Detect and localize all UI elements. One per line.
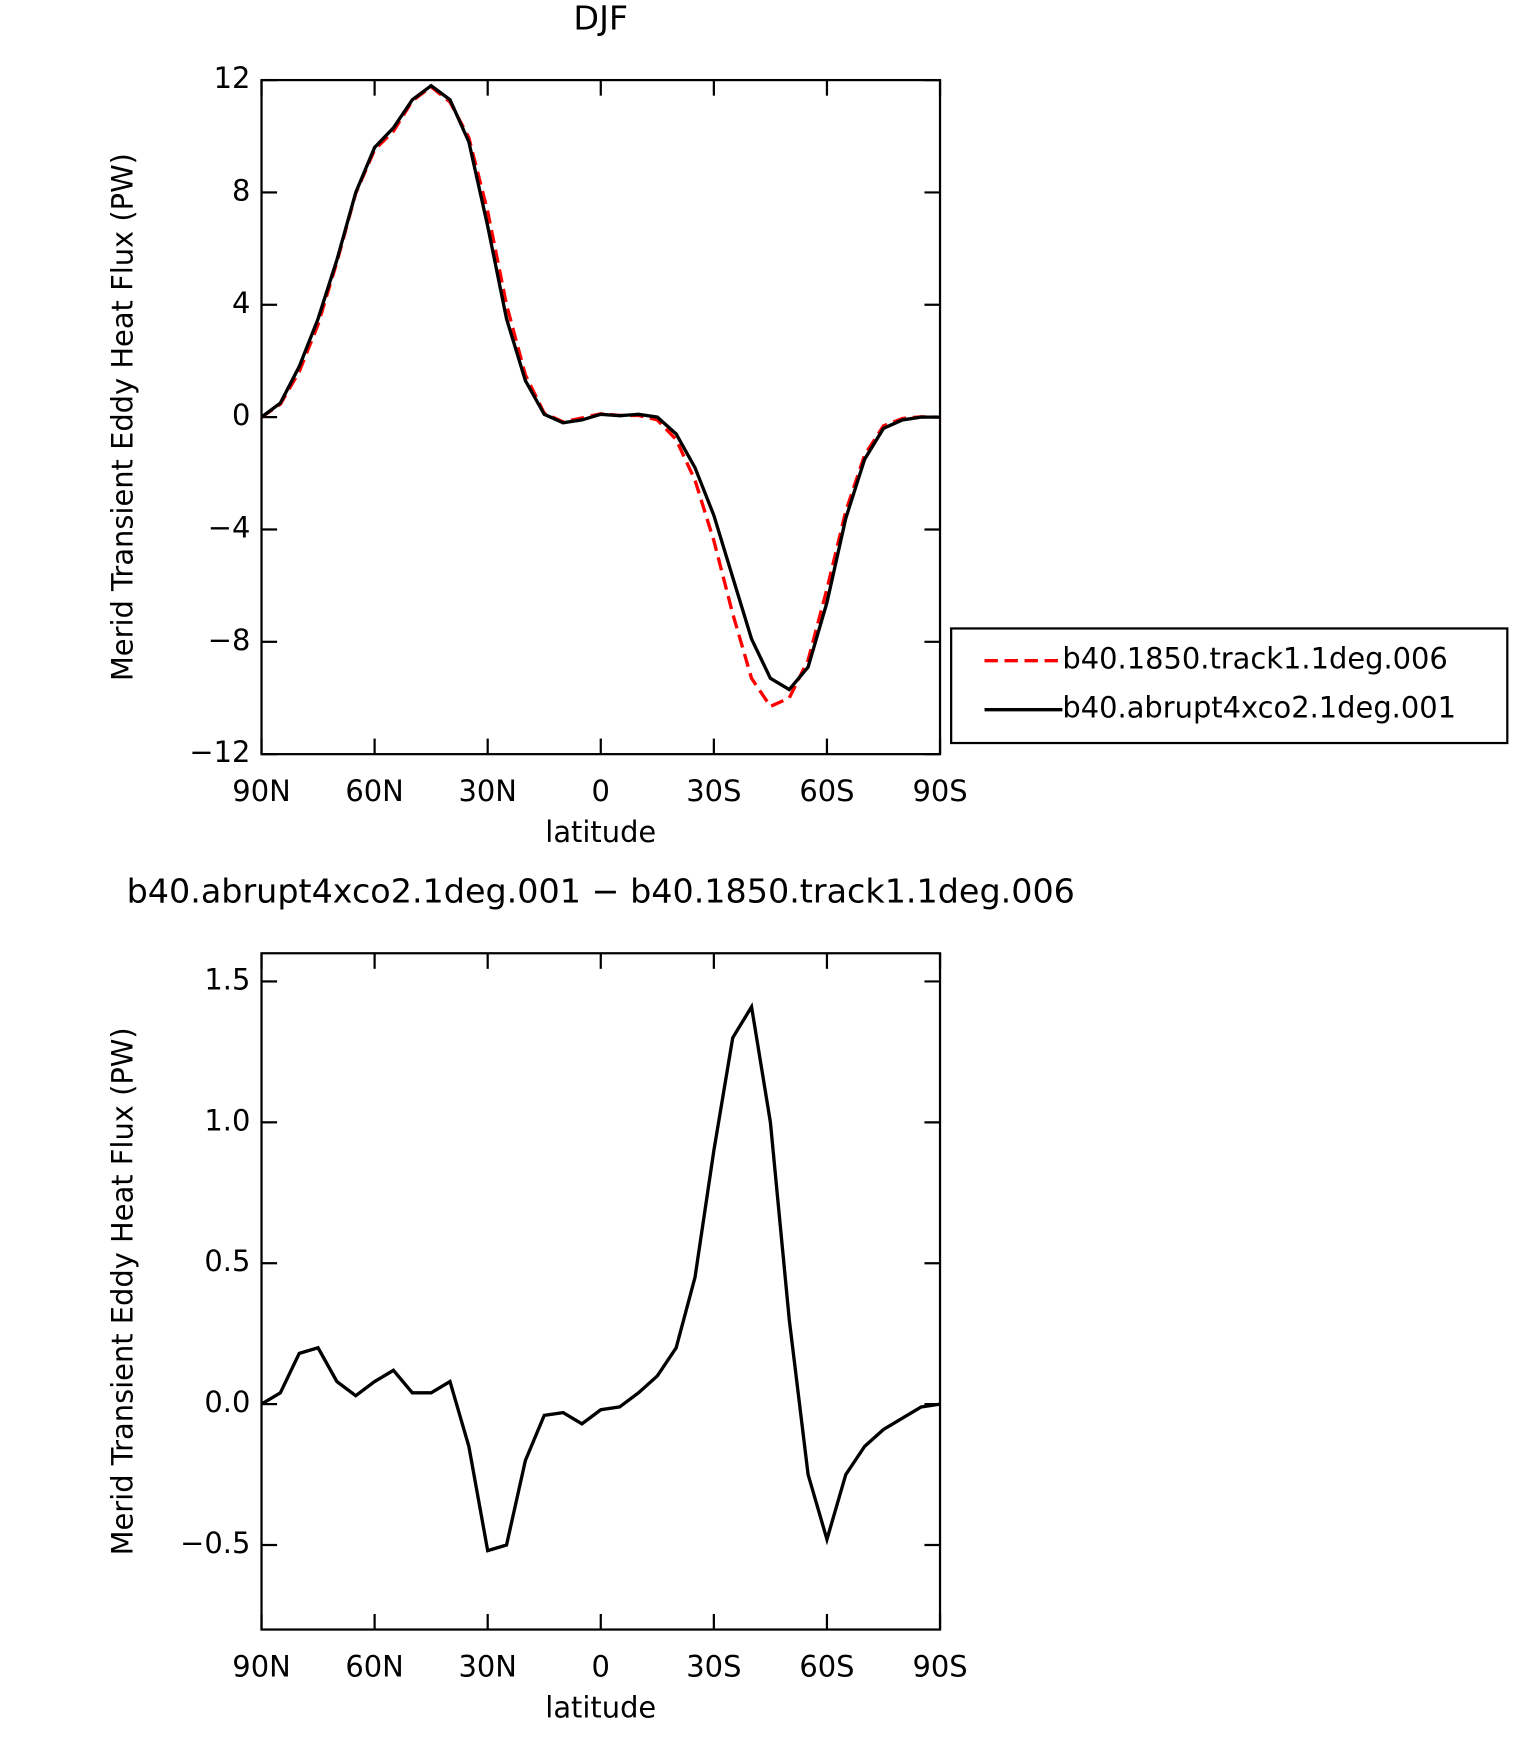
x-tick-label: 0 [592,774,610,808]
y-axis-label: Merid Transient Eddy Heat Flux (PW) [106,153,140,681]
x-tick-label: 30N [458,1649,516,1683]
y-tick-label: 1.5 [204,962,250,996]
legend-label: b40.abrupt4xco2.1deg.001 [1062,691,1456,725]
x-tick-label: 0 [592,1649,610,1683]
y-tick-label: −0.5 [180,1526,250,1560]
y-tick-label: 0.0 [204,1385,250,1419]
x-tick-label: 60N [345,1649,403,1683]
x-tick-label: 90N [232,774,290,808]
x-axis-label: latitude [545,1691,656,1725]
x-tick-label: 30N [458,774,516,808]
data-line [260,83,941,692]
data-line [260,1002,941,1553]
y-tick-label: 12 [214,61,251,95]
y-tick-label: −8 [208,623,251,657]
y-tick-label: −12 [189,735,250,769]
x-tick-label: 30S [686,774,741,808]
x-tick-label: 60S [799,1649,854,1683]
y-tick-label: 0 [232,398,250,432]
y-tick-label: 1.0 [204,1103,250,1137]
x-tick-label: 90S [912,774,967,808]
y-tick-label: 4 [232,286,250,320]
legend-label: b40.1850.track1.1deg.006 [1062,642,1447,676]
x-tick-label: 60S [799,774,854,808]
x-axis-label: latitude [545,815,656,849]
plot-frame [260,78,942,756]
y-tick-label: −4 [208,510,251,544]
x-tick-label: 60N [345,774,403,808]
chart-title: DJF [573,0,628,38]
y-tick-label: 8 [232,173,250,207]
legend-box [950,627,1509,745]
x-tick-label: 30S [686,1649,741,1683]
y-tick-label: 0.5 [204,1244,250,1278]
x-tick-label: 90S [912,1649,967,1683]
data-line [260,84,941,709]
x-tick-label: 90N [232,1649,290,1683]
plot-frame [260,952,942,1631]
y-axis-label: Merid Transient Eddy Heat Flux (PW) [106,1027,140,1555]
chart-title: b40.abrupt4xco2.1deg.001 − b40.1850.trac… [127,872,1075,911]
